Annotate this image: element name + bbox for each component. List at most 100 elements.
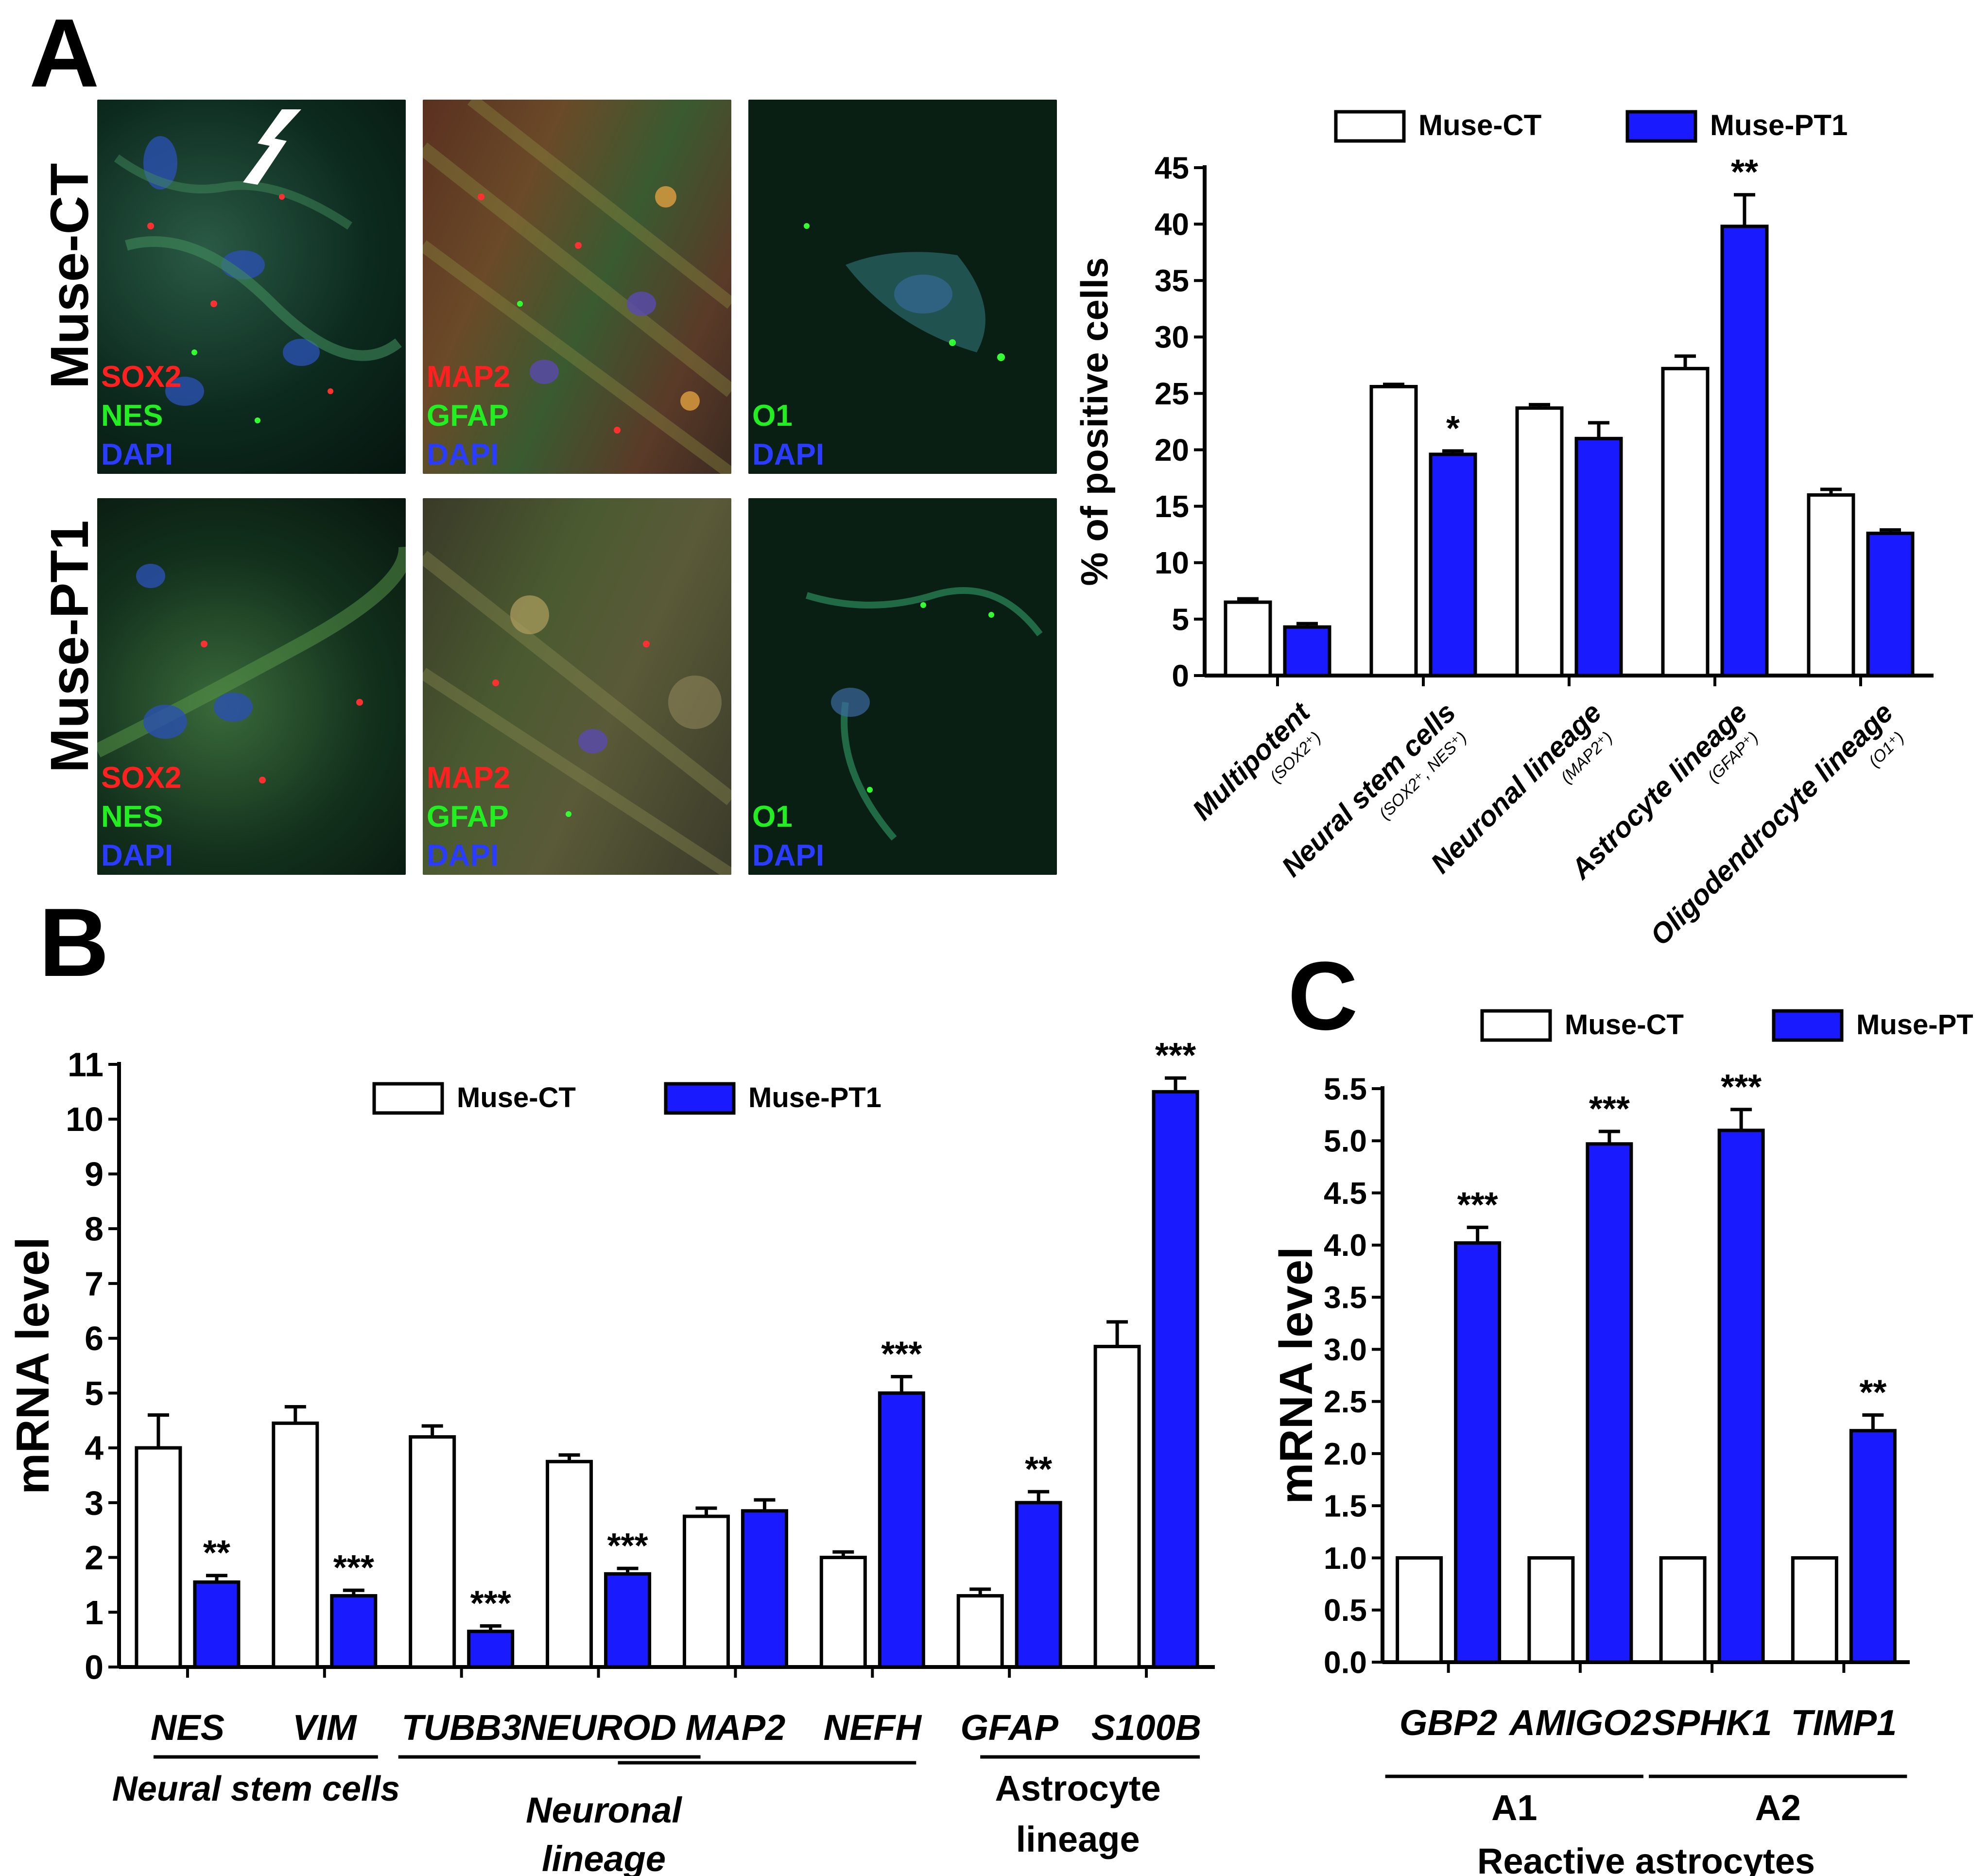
bar	[1720, 225, 1769, 677]
bar	[1152, 1090, 1199, 1669]
y-tick-label: 3	[85, 1484, 104, 1522]
stain-label: DAPI	[101, 438, 173, 471]
y-tick-label: 2	[85, 1539, 104, 1577]
legend-label: Muse-PT1	[1856, 1009, 1973, 1041]
bar	[604, 1572, 652, 1669]
bar	[1659, 1556, 1707, 1664]
panel-label-a: A	[29, 0, 100, 107]
stain-label: O1	[752, 800, 793, 834]
y-tick-label: 2.5	[1324, 1384, 1367, 1419]
y-tick-label: 45	[1155, 150, 1189, 185]
x-tick-label-group: Oligodendrocyte lineage(O1⁺)	[1644, 696, 1908, 952]
y-tick-label: 0.0	[1324, 1645, 1367, 1680]
stain-label: DAPI	[752, 839, 825, 872]
y-tick-label: 1.5	[1324, 1489, 1367, 1524]
legend-swatch	[1625, 110, 1697, 143]
significance-label: ***	[1155, 1036, 1196, 1075]
group-label: Astrocyte	[995, 1768, 1160, 1808]
chart-c: 0.0 0.5 1.0 1.5 2.0 2.5 3.0 3.5 4.0 4.5 5.0 5.5 mRNA…	[1270, 1009, 1973, 1876]
legend-swatch	[1480, 1009, 1552, 1042]
y-tick-label: 4.5	[1324, 1176, 1367, 1211]
bar	[1093, 1345, 1141, 1669]
x-tick-label: TIMP1	[1791, 1702, 1897, 1743]
y-tick-label: 9	[85, 1155, 104, 1193]
significance-label: ***	[1457, 1185, 1498, 1224]
micrograph-pt1-map2-gfap: MAP2 GFAP DAPI	[423, 498, 731, 875]
y-tick-label: 5.0	[1324, 1124, 1367, 1159]
bar	[467, 1630, 515, 1669]
y-tick-label: 0	[1172, 658, 1189, 693]
y-tick-label: 1	[85, 1594, 104, 1632]
significance-label: **	[1025, 1450, 1052, 1489]
group-label: A2	[1755, 1788, 1801, 1828]
significance-label: ***	[1721, 1068, 1762, 1107]
y-tick-label: 8	[85, 1210, 104, 1248]
stain-label: GFAP	[427, 800, 509, 834]
x-tick-label: GFAP	[960, 1707, 1058, 1748]
significance-label: ***	[470, 1584, 511, 1623]
bar	[1717, 1129, 1765, 1664]
bar	[193, 1580, 241, 1669]
stain-label: DAPI	[101, 839, 173, 872]
x-tick-label: SPHK1	[1652, 1702, 1772, 1743]
bar	[1791, 1556, 1838, 1664]
stain-label: SOX2	[101, 761, 182, 795]
cells-graphic	[423, 100, 731, 474]
y-tick-label: 11	[68, 1046, 104, 1084]
y-tick-label: 1.0	[1324, 1541, 1367, 1576]
bar	[546, 1459, 593, 1669]
bar	[409, 1435, 456, 1669]
significance-label: ***	[1589, 1090, 1630, 1129]
significance-label: ***	[333, 1548, 374, 1587]
significance-label: *	[1446, 409, 1460, 448]
y-tick-label: 3.0	[1324, 1332, 1367, 1367]
bar	[1586, 1142, 1633, 1664]
stain-label: MAP2	[427, 761, 511, 795]
legend-label: Muse-CT	[1565, 1009, 1684, 1041]
x-tick-label: GBP2	[1400, 1702, 1498, 1743]
row-label-muse-pt1: Muse-PT1	[40, 520, 100, 773]
x-tick-label-group: Multipotent(SOX2⁺)	[1186, 695, 1325, 826]
bar	[135, 1446, 182, 1669]
y-tick-label: 5	[1172, 602, 1189, 637]
stain-label: GFAP	[427, 399, 509, 433]
bar	[1849, 1429, 1897, 1664]
legend-label: Muse-CT	[457, 1082, 576, 1113]
x-tick-label: NEUROD	[520, 1707, 676, 1748]
panel-label-b: B	[39, 888, 109, 997]
legend-label: Muse-PT1	[1710, 109, 1848, 141]
cells-graphic	[423, 551, 731, 875]
bar	[1866, 531, 1915, 677]
micrograph-pt1-sox2-nes: SOX2 NES DAPI	[97, 498, 406, 875]
micrograph-ct-sox2-nes: SOX2 NES DAPI	[97, 100, 406, 474]
stain-label: NES	[101, 800, 163, 834]
y-tick-label: 0	[85, 1649, 104, 1686]
panel-label-c: C	[1288, 942, 1358, 1050]
y-tick-label: 4	[85, 1429, 104, 1467]
bar	[1369, 385, 1418, 677]
legend-swatch	[372, 1082, 444, 1115]
arrow-icon	[243, 109, 301, 185]
significance-label: **	[1731, 153, 1758, 192]
super-group-label: Reactive astrocytes	[1477, 1841, 1815, 1876]
x-tick-label: TUBB3	[401, 1707, 521, 1748]
bar	[682, 1514, 730, 1669]
stain-label: DAPI	[427, 839, 499, 872]
y-axis-label: mRNA level	[7, 1237, 59, 1494]
y-tick-label: 6	[85, 1320, 104, 1357]
bar	[272, 1421, 319, 1669]
stain-label: SOX2	[101, 360, 182, 394]
bar	[1283, 625, 1331, 677]
bar	[330, 1594, 378, 1669]
group-label: A1	[1491, 1788, 1538, 1828]
bar	[741, 1509, 788, 1669]
cells-graphic	[805, 587, 1043, 841]
group-label: Neural stem cells	[112, 1770, 400, 1808]
x-tick-label: MAP2	[686, 1707, 786, 1748]
x-tick-label: S100B	[1091, 1707, 1201, 1748]
y-tick-label: 5.5	[1324, 1071, 1367, 1106]
y-tick-label: 3.5	[1324, 1280, 1367, 1315]
y-tick-label: 7	[85, 1265, 104, 1303]
